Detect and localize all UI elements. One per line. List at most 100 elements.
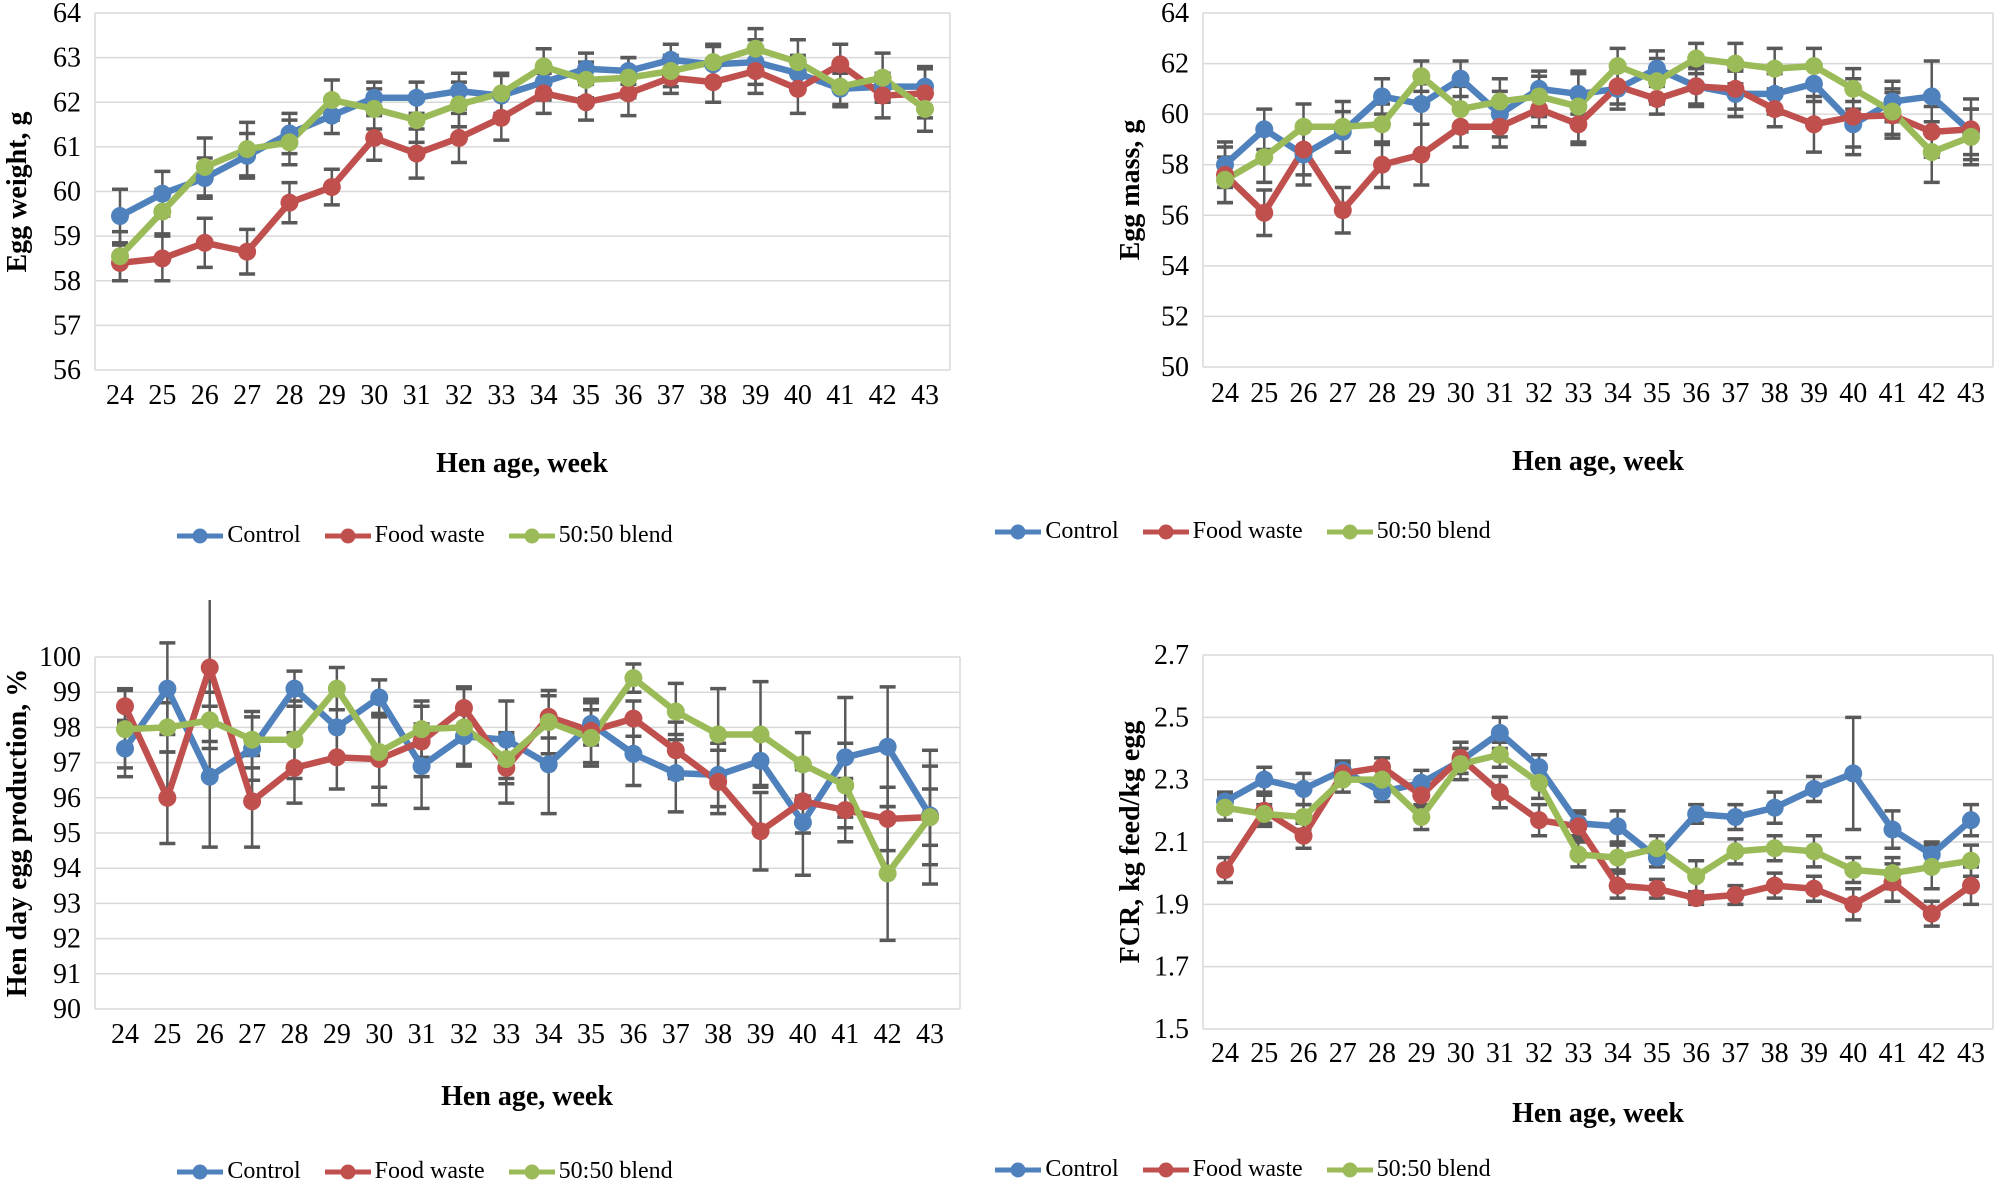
data-point-marker (1569, 817, 1588, 836)
data-point-marker (322, 91, 341, 110)
legend-item-blend: 50:50 blend (508, 522, 673, 549)
data-point-marker (793, 792, 812, 811)
data-point-marker (1412, 95, 1431, 114)
legend-label: Control (227, 1158, 301, 1184)
data-point-marker (280, 193, 299, 212)
x-tick-label: 32 (1525, 1038, 1553, 1069)
data-point-marker (831, 77, 850, 96)
data-point-marker (539, 713, 558, 732)
x-tick-label: 38 (704, 1019, 732, 1050)
y-tick-label: 2.5 (1154, 702, 1189, 733)
x-tick-label: 25 (153, 1019, 181, 1050)
data-point-marker (1804, 115, 1823, 134)
data-point-marker (1883, 102, 1902, 121)
data-point-marker (1962, 127, 1980, 146)
plot-layer: 56 57 58 59 60 61 62 63 64 24 25 26 27 28 29 30 31 32 33 34… (53, 0, 951, 411)
x-tick-label: 26 (196, 1019, 224, 1050)
x-tick-label: 29 (1407, 1038, 1435, 1069)
x-axis-title: Hen age, week (1512, 446, 1684, 477)
data-point-marker (1804, 842, 1823, 861)
data-point-marker (1726, 885, 1745, 904)
data-point-marker (1922, 143, 1941, 162)
data-point-marker (200, 767, 219, 786)
data-point-marker (1687, 77, 1706, 96)
data-point-marker (1373, 155, 1392, 174)
data-point-marker (1412, 786, 1431, 805)
x-tick-label: 24 (1211, 1038, 1239, 1069)
x-tick-label: 42 (874, 1019, 902, 1050)
data-point-marker (1255, 148, 1274, 167)
data-point-marker (1687, 867, 1706, 886)
data-point-marker (624, 669, 643, 688)
data-point-marker (1294, 140, 1313, 159)
legend-label: Control (1045, 518, 1119, 544)
data-point-marker (412, 757, 431, 776)
data-point-marker (370, 743, 389, 762)
x-tick-label: 35 (1643, 378, 1671, 409)
data-point-marker (492, 108, 511, 127)
data-point-marker (1765, 798, 1784, 817)
data-point-marker (666, 741, 685, 760)
data-point-marker (407, 88, 426, 107)
data-point-marker (195, 233, 214, 252)
data-point-marker (1569, 115, 1588, 134)
x-tick-label: 30 (1447, 378, 1475, 409)
panel-hen-day-egg-production: 90 91 92 93 94 95 96 97 98 99 100 24 25 26 27 28 29 30 31 3… (0, 600, 1000, 1202)
x-tick-label: 39 (1800, 1038, 1828, 1069)
data-point-marker (1804, 74, 1823, 93)
legend: Control Food waste 50:50 blend (963, 518, 1523, 545)
data-point-marker (1490, 92, 1509, 111)
data-point-marker (921, 808, 939, 827)
legend-label: Food waste (374, 522, 485, 548)
data-point-marker (1530, 100, 1549, 119)
y-tick-label: 2.7 (1154, 640, 1189, 671)
x-tick-label: 37 (1721, 1038, 1749, 1069)
line-marker-icon (1326, 524, 1373, 539)
data-point-marker (666, 764, 685, 783)
data-point-marker (878, 737, 897, 756)
data-point-marker (873, 68, 892, 87)
x-tick-label: 33 (1564, 1038, 1592, 1069)
data-point-marker (1530, 773, 1549, 792)
x-tick-label: 35 (1643, 1038, 1671, 1069)
x-tick-label: 35 (577, 1019, 605, 1050)
legend-label: Control (227, 522, 301, 548)
data-point-marker (1608, 876, 1627, 895)
data-point-marker (1922, 122, 1941, 141)
data-point-marker (1333, 117, 1352, 136)
data-point-marker (1608, 848, 1627, 867)
data-point-marker (704, 53, 723, 72)
y-axis-title: Egg mass, g (1115, 120, 1146, 261)
x-tick-label: 36 (614, 380, 642, 411)
data-point-marker (873, 86, 892, 105)
data-point-marker (1765, 876, 1784, 895)
x-tick-label: 41 (831, 1019, 859, 1050)
legend-label: 50:50 blend (558, 1158, 673, 1184)
data-point-marker (1844, 764, 1863, 783)
data-point-marker (1216, 861, 1234, 880)
legend: Control Food waste 50:50 blend (95, 1158, 755, 1185)
data-point-marker (836, 748, 855, 767)
x-tick-label: 43 (1957, 1038, 1985, 1069)
y-tick-label: 97 (53, 748, 81, 779)
legend-item-food-waste: Food waste (1142, 1156, 1303, 1183)
x-tick-label: 33 (487, 380, 515, 411)
data-point-marker (285, 679, 304, 698)
panel-egg-weight: 56 57 58 59 60 61 62 63 64 24 25 26 27 28 29 30 31 32 33 34… (0, 0, 1000, 600)
data-point-marker (111, 247, 129, 266)
data-point-marker (1922, 857, 1941, 876)
data-point-marker (751, 822, 770, 841)
data-point-marker (1530, 811, 1549, 830)
data-point-marker (1490, 117, 1509, 136)
data-point-marker (153, 249, 172, 268)
x-tick-label: 34 (535, 1019, 563, 1050)
y-tick-label: 60 (1161, 99, 1189, 130)
data-point-marker (1530, 758, 1549, 777)
data-point-marker (1373, 783, 1392, 802)
x-tick-label: 40 (1839, 1038, 1867, 1069)
x-tick-label: 42 (869, 380, 897, 411)
y-tick-label: 64 (1161, 0, 1189, 29)
data-point-marker (1647, 89, 1666, 108)
x-tick-label: 34 (1604, 378, 1632, 409)
x-tick-label: 29 (323, 1019, 351, 1050)
